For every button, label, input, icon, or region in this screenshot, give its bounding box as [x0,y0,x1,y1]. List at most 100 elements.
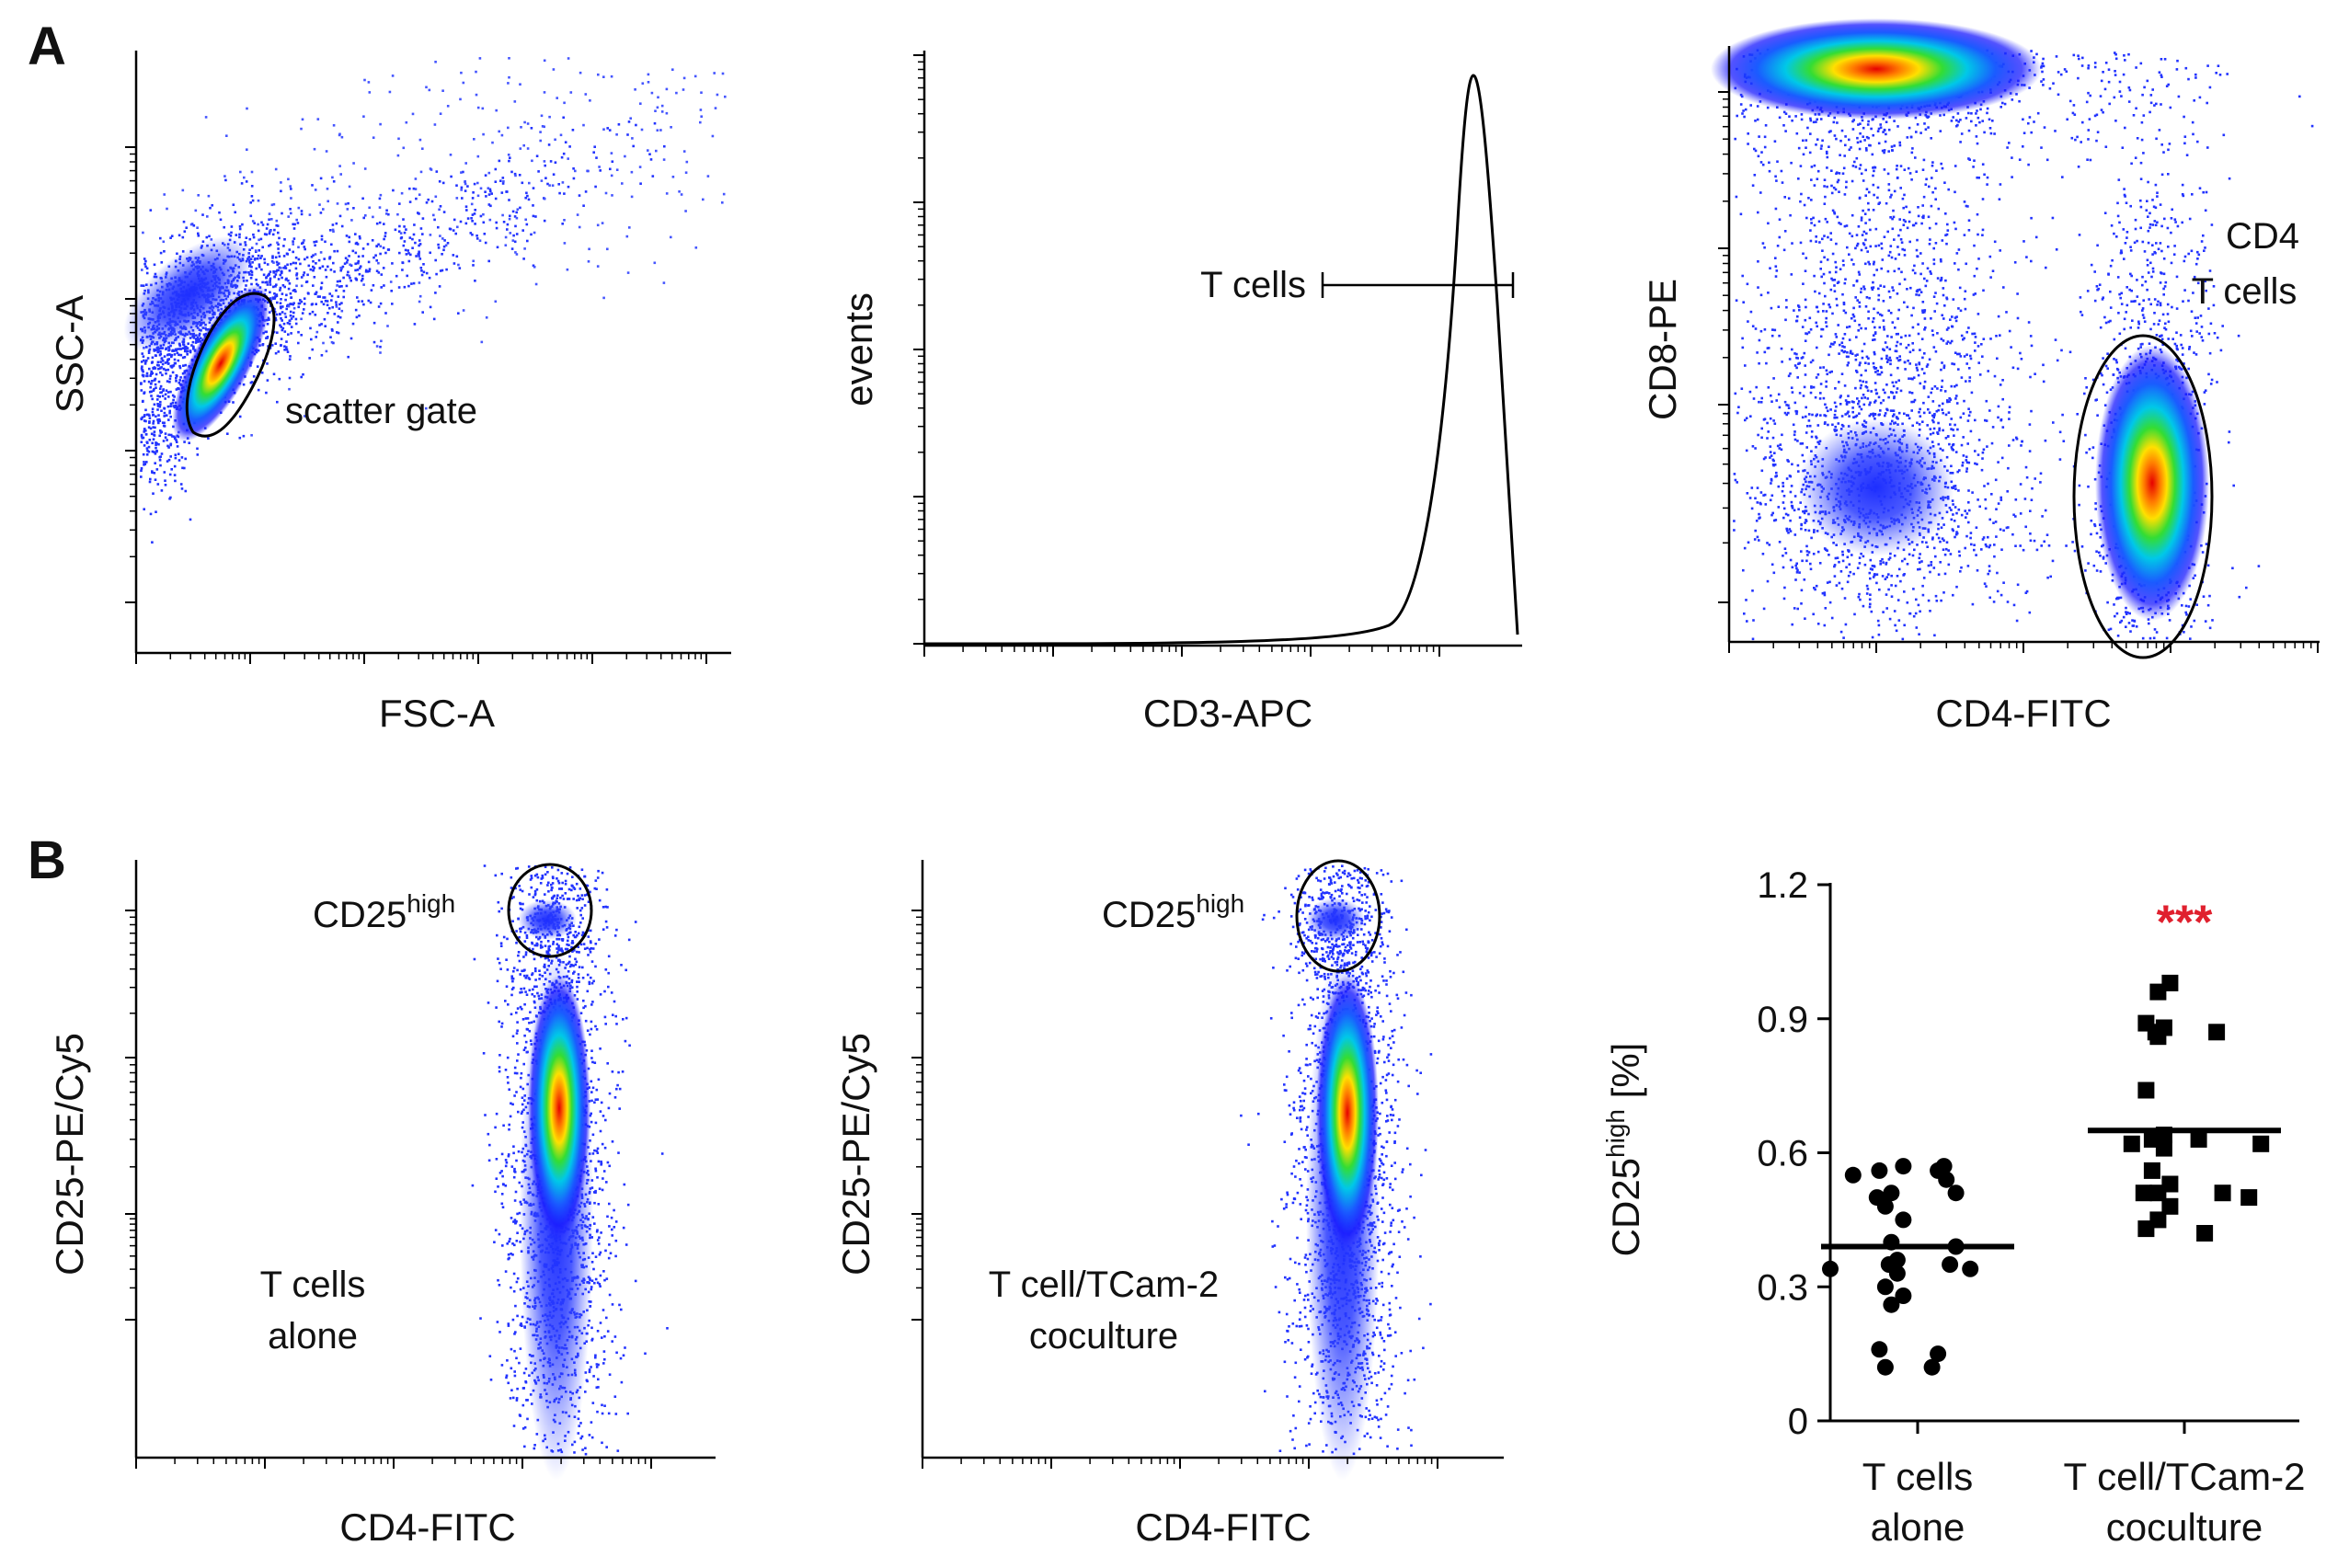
event-dot [1974,341,1977,344]
event-dot [331,329,334,332]
event-dot [582,123,585,127]
event-dot [274,342,277,345]
event-dot [1914,612,1918,615]
event-dot [405,228,407,231]
event-dot [1924,326,1927,329]
event-dot [1944,413,1948,417]
event-dot [665,87,669,91]
event-dot [327,200,329,203]
event-dot [1778,541,1782,544]
event-dot [670,126,672,129]
event-dot [1921,204,1924,207]
event-dot [151,470,154,473]
event-dot [647,81,650,84]
event-dot [539,139,542,143]
event-dot [491,141,494,144]
event-dot [1851,165,1855,167]
event-dot [513,215,517,218]
event-dot [157,418,161,421]
event-dot [1841,559,1845,563]
event-dot [638,166,642,168]
event-dot [315,292,317,295]
event-dot [1896,176,1899,179]
event-dot [466,217,470,220]
event-dot [1744,108,1747,111]
event-dot [1988,545,1990,549]
event-dot [157,421,160,425]
event-dot [706,175,710,177]
event-dot [589,99,591,102]
event-dot [1892,209,1895,212]
event-dot [169,236,172,239]
event-dot [1900,336,1903,339]
event-dot [1776,160,1779,163]
event-dot [1886,359,1890,361]
event-dot [273,310,277,314]
event-dot [2027,321,2031,324]
event-dot [178,366,182,370]
event-dot [361,300,364,303]
event-dot [1770,306,1773,310]
event-dot [288,269,292,272]
event-dot [475,93,478,97]
event-dot [1838,190,1840,193]
event-dot [358,315,361,317]
event-dot [230,225,234,228]
event-dot [483,233,487,235]
event-dot [459,97,462,101]
event-dot [511,210,515,213]
event-dot [700,91,703,94]
event-dot [1988,118,1991,121]
event-dot [347,201,349,205]
event-dot [567,57,570,60]
event-dot [362,216,365,220]
event-dot [172,405,175,407]
event-dot [383,237,385,241]
event-dot [2102,71,2104,74]
event-dot [345,235,349,237]
event-dot [429,234,432,236]
event-dot [1857,595,1861,599]
event-dot [1856,242,1860,246]
event-dot [1930,317,1932,320]
event-dot [1969,354,1972,358]
event-dot [268,272,270,276]
event-dot [513,100,517,103]
event-dot [280,181,282,184]
event-dot [1802,252,1805,256]
event-dot [179,483,183,486]
event-dot [1883,151,1885,155]
event-dot [320,300,323,303]
event-dot [167,458,171,462]
event-dot [425,406,428,410]
event-dot [1896,125,1899,128]
event-dot [1940,368,1942,372]
event-dot [1867,310,1870,314]
event-dot [310,338,313,341]
event-dot [1868,143,1871,147]
event-dot [1844,143,1847,147]
event-dot [238,227,242,231]
event-dot [297,341,300,345]
event-dot [1911,377,1914,381]
event-dot [671,68,674,71]
event-dot [629,117,632,120]
event-dot [157,380,161,383]
event-dot [1874,388,1877,392]
event-dot [1974,336,1977,338]
event-dot [270,218,273,221]
event-dot [290,188,292,190]
event-dot [277,247,280,250]
event-dot [519,83,521,86]
event-dot [1805,415,1807,418]
event-dot [1939,561,1942,564]
event-dot [1837,324,1839,326]
event-dot [153,379,156,382]
event-dot [268,232,271,235]
event-dot [148,421,151,424]
event-dot [1819,118,1823,120]
event-dot [515,211,518,214]
event-dot [523,247,526,250]
event-dot [342,290,346,292]
event-dot [1932,262,1936,266]
